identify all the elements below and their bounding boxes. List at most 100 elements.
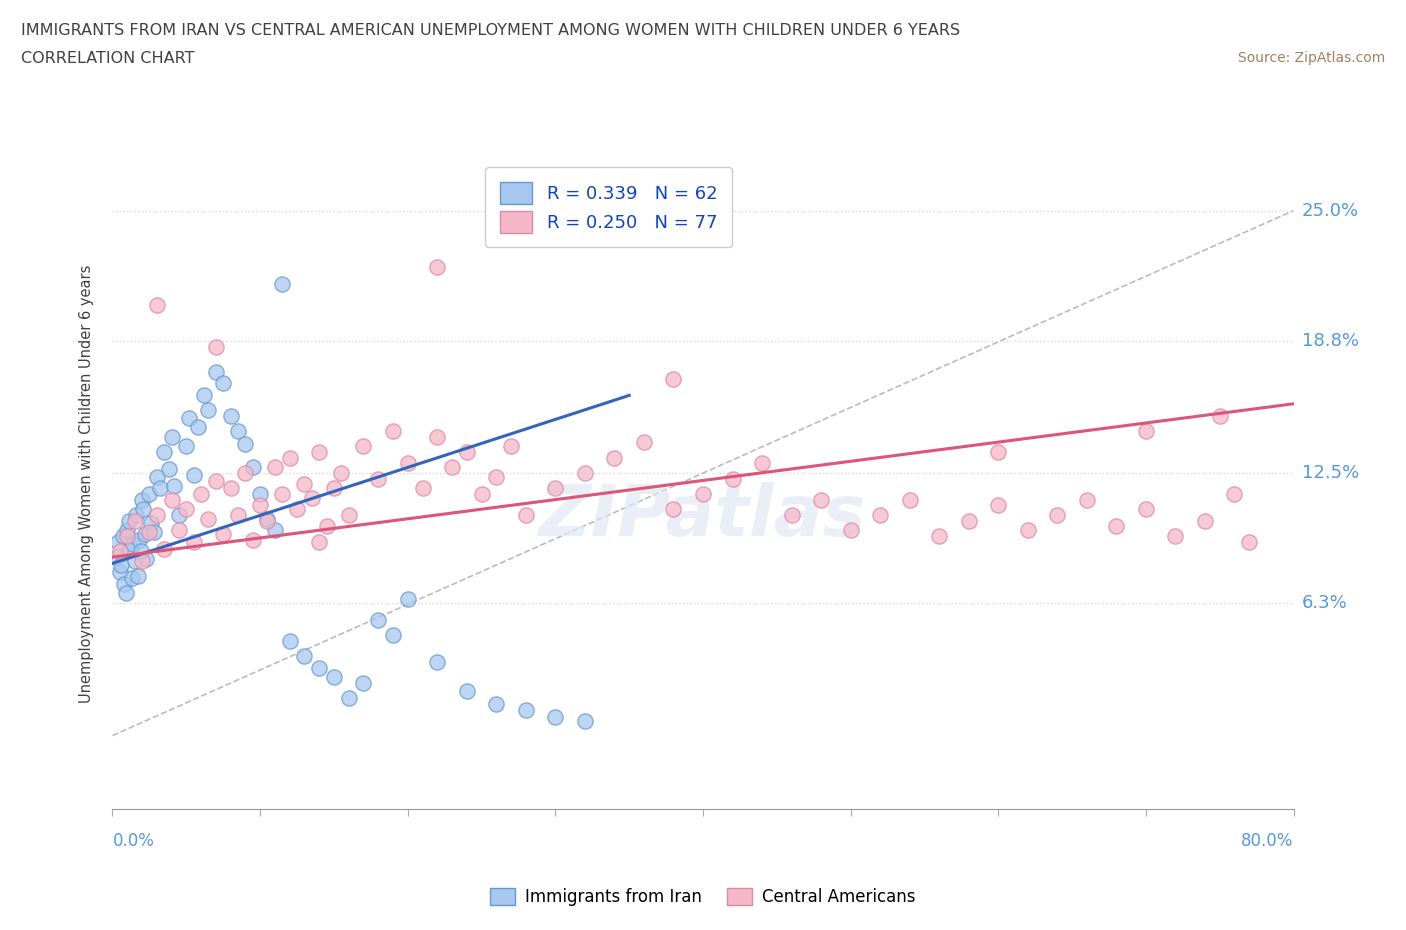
Point — [264, 459, 287, 474]
Point — [957, 514, 980, 529]
Point — [167, 508, 190, 523]
Point — [138, 486, 160, 501]
Point — [122, 537, 145, 551]
Point — [352, 676, 374, 691]
Point — [367, 472, 389, 486]
Point — [242, 459, 264, 474]
Point — [179, 411, 201, 426]
Point — [125, 508, 148, 523]
Point — [426, 655, 449, 670]
Point — [1017, 523, 1039, 538]
Point — [292, 476, 315, 491]
Point — [226, 508, 249, 523]
Point — [1208, 409, 1232, 424]
Point — [330, 466, 353, 481]
Point — [157, 461, 180, 476]
Point — [470, 486, 494, 501]
Point — [426, 430, 449, 445]
Point — [153, 445, 176, 459]
Point — [183, 535, 205, 550]
Point — [869, 508, 891, 523]
Point — [153, 541, 176, 556]
Point — [662, 501, 685, 516]
Point — [129, 543, 152, 558]
Point — [987, 498, 1010, 512]
Point — [515, 508, 537, 523]
Text: 25.0%: 25.0% — [1302, 202, 1360, 219]
Text: Source: ZipAtlas.com: Source: ZipAtlas.com — [1237, 51, 1385, 65]
Text: 12.5%: 12.5% — [1302, 464, 1360, 482]
Point — [1135, 501, 1157, 516]
Point — [138, 525, 160, 539]
Point — [174, 438, 197, 453]
Point — [323, 670, 346, 684]
Point — [212, 526, 235, 541]
Point — [193, 388, 215, 403]
Point — [212, 376, 235, 391]
Text: 0.0%: 0.0% — [112, 832, 155, 850]
Point — [233, 466, 256, 481]
Point — [1223, 486, 1246, 501]
Point — [1135, 424, 1157, 439]
Point — [337, 690, 360, 705]
Point — [256, 512, 278, 526]
Point — [167, 523, 190, 538]
Point — [146, 470, 169, 485]
Point — [174, 501, 197, 516]
Point — [485, 470, 508, 485]
Point — [278, 451, 301, 466]
Point — [367, 613, 389, 628]
Point — [544, 481, 567, 496]
Point — [412, 481, 434, 496]
Point — [323, 481, 346, 496]
Point — [456, 445, 478, 459]
Point — [108, 543, 131, 558]
Point — [249, 486, 271, 501]
Point — [1239, 535, 1261, 550]
Point — [112, 577, 135, 591]
Point — [205, 474, 228, 489]
Point — [292, 648, 315, 663]
Point — [603, 451, 626, 466]
Point — [120, 541, 142, 556]
Point — [107, 535, 129, 550]
Point — [128, 533, 150, 548]
Point — [264, 523, 287, 538]
Point — [160, 493, 183, 508]
Point — [205, 365, 228, 379]
Point — [271, 486, 294, 501]
Point — [780, 508, 803, 523]
Point — [219, 409, 242, 424]
Text: CORRELATION CHART: CORRELATION CHART — [21, 51, 194, 66]
Point — [1046, 508, 1069, 523]
Point — [839, 523, 862, 538]
Point — [124, 514, 146, 529]
Point — [574, 466, 596, 481]
Point — [139, 516, 162, 531]
Point — [197, 512, 219, 526]
Point — [721, 472, 744, 486]
Point — [501, 438, 523, 453]
Point — [117, 523, 138, 538]
Point — [1105, 518, 1128, 533]
Text: 6.3%: 6.3% — [1302, 594, 1347, 612]
Point — [928, 528, 950, 543]
Point — [898, 493, 921, 508]
Point — [124, 554, 146, 569]
Point — [456, 684, 478, 699]
Point — [301, 491, 323, 506]
Point — [633, 434, 655, 449]
Point — [1076, 493, 1098, 508]
Point — [256, 514, 278, 529]
Legend: Immigrants from Iran, Central Americans: Immigrants from Iran, Central Americans — [484, 881, 922, 912]
Point — [308, 445, 330, 459]
Point — [249, 498, 271, 512]
Point — [132, 501, 155, 516]
Point — [308, 661, 330, 676]
Point — [315, 518, 337, 533]
Point — [278, 633, 301, 648]
Text: IMMIGRANTS FROM IRAN VS CENTRAL AMERICAN UNEMPLOYMENT AMONG WOMEN WITH CHILDREN : IMMIGRANTS FROM IRAN VS CENTRAL AMERICAN… — [21, 23, 960, 38]
Point — [382, 628, 405, 643]
Point — [205, 339, 228, 354]
Point — [308, 535, 330, 550]
